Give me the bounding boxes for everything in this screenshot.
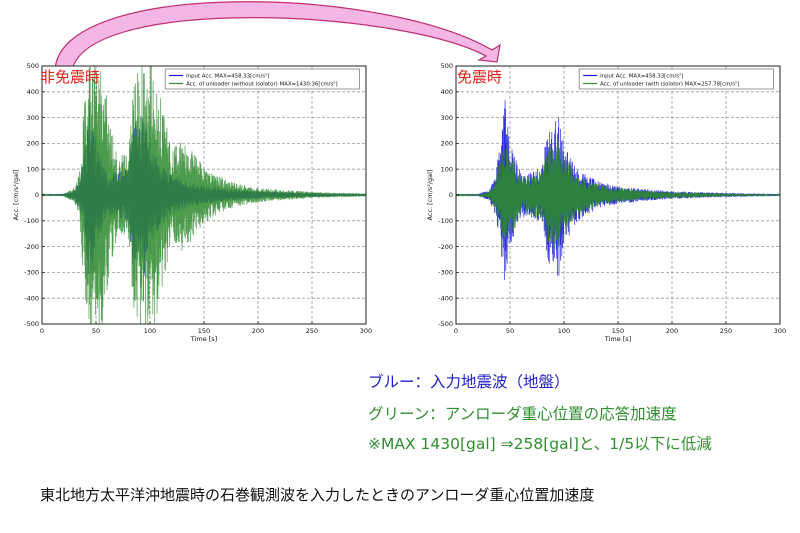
figure-caption: 東北地方太平洋沖地震時の石巻観測波を入力したときのアンローダ重心位置加速度 — [40, 486, 595, 504]
x-tick-label: 150 — [198, 327, 210, 335]
y-tick-label: -200 — [438, 243, 453, 251]
x-tick-label: 300 — [360, 327, 372, 335]
y-tick-label: 300 — [27, 114, 39, 122]
y-tick-label: 0 — [449, 191, 453, 199]
y-tick-label: -500 — [24, 320, 39, 328]
y-tick-label: -400 — [438, 294, 453, 302]
y-tick-label: 100 — [441, 165, 453, 173]
y-tick-label: 0 — [35, 191, 39, 199]
x-tick-label: 150 — [612, 327, 624, 335]
legend-label: Input Acc. MAX=458.33[cm/s²] — [186, 73, 269, 80]
chart-right: 0 50 100 150 200 250 300 -500 -400 -300 -200 -100 0 1… — [426, 62, 786, 343]
series-line-response — [42, 66, 366, 324]
y-axis-label: Acc. [cm/s²/gal] — [426, 170, 434, 221]
y-tick-label: -200 — [24, 243, 39, 251]
x-tick-label: 250 — [720, 327, 732, 335]
curved-arrow — [54, 1, 501, 71]
legend-box — [578, 68, 774, 90]
caption-input-wave: ブルー：入力地震波（地盤） — [368, 373, 570, 391]
series-line-response — [456, 138, 780, 251]
y-tick-label: -400 — [24, 294, 39, 302]
caption-max-reduction: ※MAX 1430[gal] ⇒258[gal]と、1/5以下に低減 — [368, 435, 712, 453]
x-axis-label: Time [s] — [604, 335, 631, 343]
x-tick-label: 0 — [40, 327, 44, 335]
caption-response-wave: グリーン：アンローダ重心位置の応答加速度 — [368, 405, 677, 423]
y-tick-label: -300 — [24, 269, 39, 277]
x-tick-label: 50 — [506, 327, 514, 335]
y-tick-label: 300 — [441, 114, 453, 122]
x-tick-label: 250 — [306, 327, 318, 335]
y-tick-label: -300 — [438, 269, 453, 277]
y-tick-label: 200 — [27, 140, 39, 148]
y-tick-label: -100 — [24, 217, 39, 225]
x-tick-label: 50 — [92, 327, 100, 335]
panel-title: 免震時 — [457, 68, 502, 86]
y-axis-label: Acc. [cm/s²/gal] — [12, 170, 20, 221]
x-tick-label: 200 — [252, 327, 264, 335]
chart-left: 0 50 100 150 200 250 300 -500 -400 -300 -200 -100 0 1… — [12, 62, 372, 343]
x-tick-label: 200 — [666, 327, 678, 335]
y-tick-label: 100 — [27, 165, 39, 173]
panel-title: 非免震時 — [40, 68, 100, 86]
y-tick-label: 400 — [441, 88, 453, 96]
x-axis-label: Time [s] — [190, 335, 217, 343]
y-tick-label: -500 — [438, 320, 453, 328]
y-tick-label: 200 — [441, 140, 453, 148]
legend-label: Acc. of unloader (with isolator) MAX=257… — [600, 81, 739, 88]
legend-label: Acc. of unloader (without isolator) MAX=… — [186, 81, 337, 88]
x-tick-label: 100 — [144, 327, 156, 335]
legend-label: Input Acc. MAX=458.33[cm/s²] — [600, 73, 683, 80]
y-tick-label: -100 — [438, 217, 453, 225]
y-tick-label: 400 — [27, 88, 39, 96]
x-tick-label: 0 — [454, 327, 458, 335]
x-tick-label: 100 — [558, 327, 570, 335]
legend-box — [164, 68, 360, 90]
y-tick-label: 500 — [27, 62, 39, 70]
y-tick-label: 500 — [441, 62, 453, 70]
x-tick-label: 300 — [774, 327, 786, 335]
